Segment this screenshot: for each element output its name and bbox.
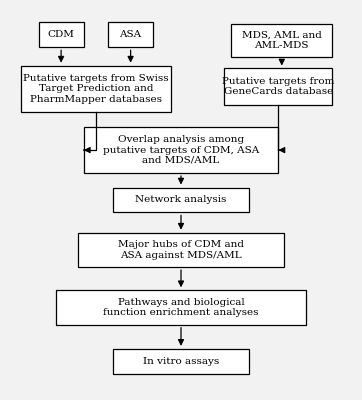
Text: Major hubs of CDM and
ASA against MDS/AML: Major hubs of CDM and ASA against MDS/AM… [118, 240, 244, 260]
Text: Putative targets from Swiss
Target Prediction and
PharmMapper databases: Putative targets from Swiss Target Predi… [23, 74, 169, 104]
FancyBboxPatch shape [231, 24, 332, 57]
FancyBboxPatch shape [84, 127, 278, 173]
Text: Overlap analysis among
putative targets of CDM, ASA
and MDS/AML: Overlap analysis among putative targets … [103, 135, 259, 165]
Text: MDS, AML and
AML-MDS: MDS, AML and AML-MDS [242, 31, 322, 50]
FancyBboxPatch shape [21, 66, 171, 112]
FancyBboxPatch shape [108, 22, 153, 47]
FancyBboxPatch shape [38, 22, 84, 47]
FancyBboxPatch shape [113, 188, 249, 212]
Text: Putative targets from
GeneCards database: Putative targets from GeneCards database [222, 77, 334, 96]
Text: Pathways and biological
function enrichment analyses: Pathways and biological function enrichm… [103, 298, 259, 317]
FancyBboxPatch shape [79, 233, 283, 267]
FancyBboxPatch shape [224, 68, 332, 105]
Text: CDM: CDM [48, 30, 75, 39]
Text: Network analysis: Network analysis [135, 196, 227, 204]
Text: ASA: ASA [119, 30, 142, 39]
FancyBboxPatch shape [113, 349, 249, 374]
Text: In vitro assays: In vitro assays [143, 357, 219, 366]
FancyBboxPatch shape [56, 290, 306, 325]
